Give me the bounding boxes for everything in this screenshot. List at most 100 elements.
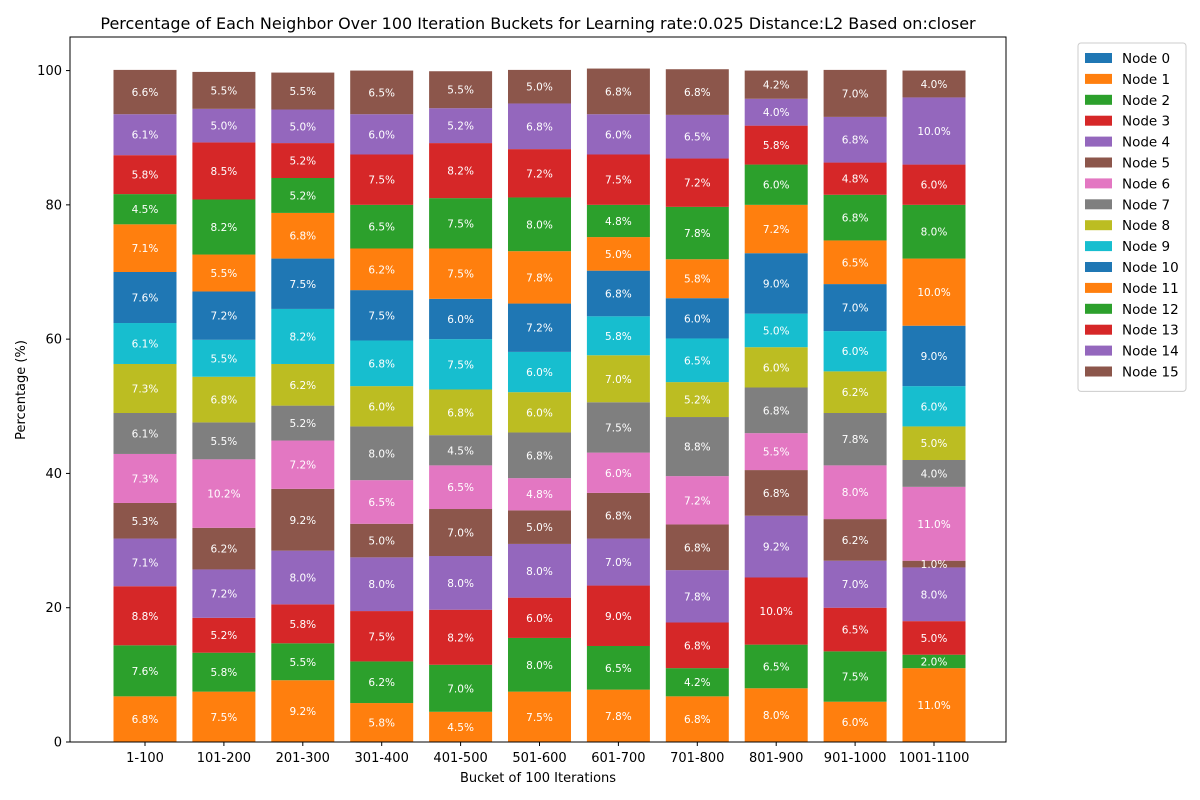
bar-segment-node-5-301-400 [350, 523, 414, 558]
legend-swatch-node-6 [1085, 178, 1112, 189]
x-tick-label: 501-600 [512, 751, 566, 766]
data-label-node-14-1-100: 6.1% [132, 130, 159, 142]
bar-segment-node-5-1-100 [113, 502, 177, 539]
bars-layer [113, 68, 966, 742]
legend-label-node-3: Node 3 [1122, 114, 1170, 130]
bar-segment-node-7-301-400 [350, 426, 414, 481]
data-label-node-11-401-500: 7.5% [447, 269, 474, 281]
data-label-node-1-1001-1100: 11.0% [917, 700, 950, 712]
y-tick-label: 60 [45, 333, 62, 348]
bar-segment-node-14-501-600 [508, 103, 571, 150]
bar-segment-node-4-601-700 [586, 538, 650, 586]
legend-swatch-node-15 [1085, 366, 1112, 377]
bar-segment-node-13-301-400 [350, 154, 414, 205]
data-label-node-3-1-100: 8.8% [132, 611, 159, 623]
data-label-node-2-901-1000: 7.5% [842, 672, 869, 684]
bar-segment-node-7-101-200 [192, 422, 256, 460]
data-label-node-10-401-500: 6.0% [447, 314, 474, 326]
bar-segment-node-5-701-800 [665, 524, 729, 571]
bar-segment-node-15-201-300 [271, 72, 335, 110]
bar-segment-node-15-1001-1100 [902, 70, 966, 98]
data-label-node-4-501-600: 8.0% [526, 566, 553, 578]
data-label-node-5-401-500: 7.0% [447, 528, 474, 540]
data-label-node-2-701-800: 4.2% [684, 677, 711, 689]
data-label-node-13-101-200: 8.5% [211, 166, 238, 178]
bar-segment-node-4-801-900 [744, 515, 808, 578]
data-label-node-8-1001-1100: 5.0% [921, 438, 948, 450]
bar-segment-node-8-1001-1100 [902, 426, 966, 460]
data-label-node-15-1-100: 6.6% [132, 87, 159, 99]
bar-segment-node-4-1001-1100 [902, 567, 966, 622]
bar-segment-node-8-201-300 [271, 363, 335, 406]
data-label-node-15-901-1000: 7.0% [842, 88, 869, 100]
bar-segment-node-3-901-1000 [823, 607, 887, 652]
data-label-node-15-101-200: 5.5% [211, 85, 238, 97]
bar-segment-node-6-301-400 [350, 480, 414, 524]
bar-segment-node-9-401-500 [429, 339, 493, 390]
y-axis-label: Percentage (%) [14, 340, 29, 440]
data-labels-layer: 6.8% 7.6% 8.8% 7.1% 5.3% 7.3% 6.1% 7.3% 6.1% 7.6%… [132, 79, 951, 734]
data-label-node-2-401-500: 7.0% [447, 683, 474, 695]
bar-segment-node-3-601-700 [586, 585, 650, 646]
bar-segment-node-8-1-100 [113, 363, 177, 413]
legend-label-node-9: Node 9 [1122, 239, 1170, 255]
bar-segment-node-13-501-600 [508, 149, 571, 198]
data-label-node-11-501-600: 7.8% [526, 272, 553, 284]
data-label-node-8-501-600: 6.0% [526, 407, 553, 419]
bar-segment-node-14-601-700 [586, 114, 650, 155]
data-label-node-8-301-400: 6.0% [368, 401, 395, 413]
bar-segment-node-11-501-600 [508, 251, 571, 304]
legend-label-node-7: Node 7 [1122, 197, 1170, 213]
legend-label-node-12: Node 12 [1122, 302, 1179, 318]
data-label-node-2-801-900: 6.5% [763, 661, 790, 673]
bar-segment-node-14-1-100 [113, 114, 177, 156]
chart-title: Percentage of Each Neighbor Over 100 Ite… [100, 14, 976, 33]
bar-segment-node-15-301-400 [350, 70, 414, 115]
legend-swatch-node-3 [1085, 115, 1112, 126]
data-label-node-14-801-900: 4.0% [763, 107, 790, 119]
bar-segment-node-13-901-1000 [823, 162, 887, 195]
data-label-node-3-501-600: 6.0% [526, 613, 553, 625]
bar-segment-node-2-401-500 [429, 664, 493, 712]
data-label-node-13-701-800: 7.2% [684, 178, 711, 190]
data-label-node-6-501-600: 4.8% [526, 489, 553, 501]
data-label-node-7-901-1000: 7.8% [842, 434, 869, 446]
bar-segment-node-1-1001-1100 [902, 668, 966, 742]
bar-segment-node-4-201-300 [271, 550, 335, 605]
data-label-node-6-601-700: 6.0% [605, 468, 632, 480]
bar-segment-node-4-1-100 [113, 538, 177, 587]
data-label-node-14-1001-1100: 10.0% [917, 126, 950, 138]
bar-segment-node-2-301-400 [350, 661, 414, 704]
data-label-node-10-501-600: 7.2% [526, 323, 553, 335]
data-label-node-11-1-100: 7.1% [132, 243, 159, 255]
data-label-node-13-801-900: 5.8% [763, 140, 790, 152]
bar-segment-node-14-201-300 [271, 109, 335, 144]
data-label-node-3-601-700: 9.0% [605, 611, 632, 623]
bar-segment-node-9-701-800 [665, 338, 729, 383]
data-label-node-2-1001-1100: 2.0% [921, 656, 948, 668]
x-tick-label: 401-500 [433, 751, 487, 766]
data-label-node-10-601-700: 6.8% [605, 288, 632, 300]
bar-segment-node-15-401-500 [429, 71, 493, 109]
legend-swatch-node-2 [1085, 94, 1112, 105]
legend: Node 0 Node 1 Node 2 Node 3 Node 4 Node 5 Node… [1077, 42, 1187, 392]
y-tick-label: 100 [37, 64, 62, 79]
y-axis: 0 20 40 60 80 100 [37, 64, 70, 751]
data-label-node-3-401-500: 8.2% [447, 632, 474, 644]
data-label-node-13-901-1000: 4.8% [842, 174, 869, 186]
legend-label-node-8: Node 8 [1122, 218, 1170, 234]
bar-segment-node-1-1-100 [113, 696, 177, 742]
bar-segment-node-8-701-800 [665, 382, 729, 418]
data-label-node-5-701-800: 6.8% [684, 542, 711, 554]
bar-segment-node-9-801-900 [744, 313, 808, 348]
bar-segment-node-2-1-100 [113, 645, 177, 697]
bar-segment-node-11-201-300 [271, 212, 335, 259]
x-tick-label: 901-1000 [824, 751, 887, 766]
data-label-node-5-901-1000: 6.2% [842, 535, 869, 547]
bar-segment-node-10-701-800 [665, 298, 729, 339]
data-label-node-5-1-100: 5.3% [132, 516, 159, 528]
bar-segment-node-6-601-700 [586, 452, 650, 493]
bar-segment-node-9-601-700 [586, 316, 650, 356]
data-label-node-13-301-400: 7.5% [368, 175, 395, 187]
bar-segment-node-10-601-700 [586, 270, 650, 317]
